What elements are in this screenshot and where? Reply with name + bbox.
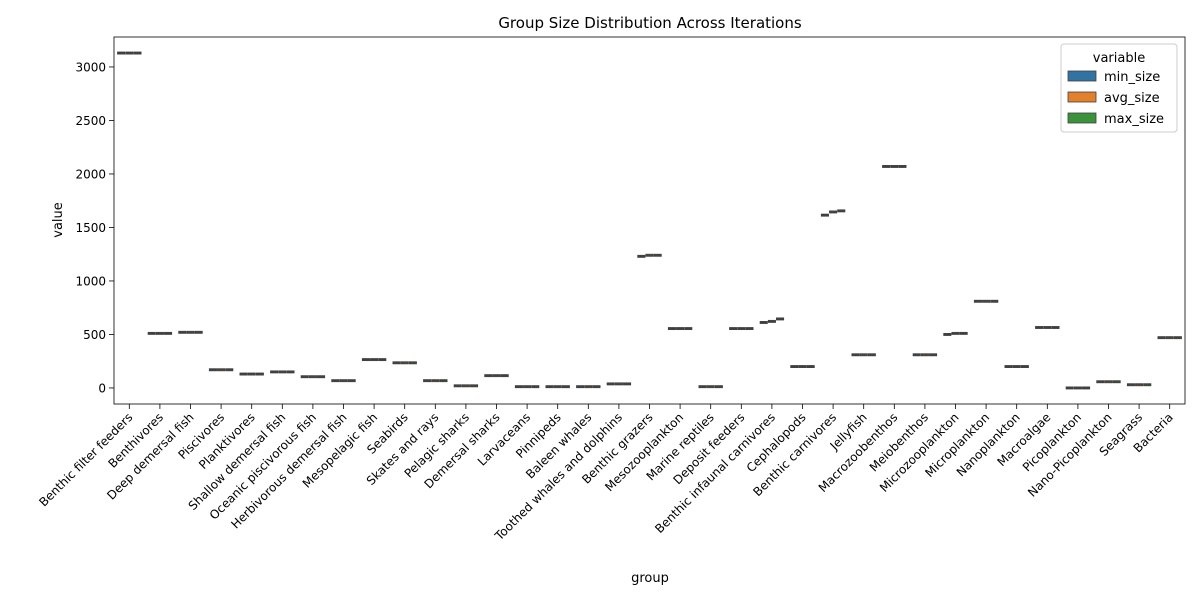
chart-marks xyxy=(117,51,1182,390)
legend-swatch-min_size xyxy=(1067,70,1097,82)
y-axis-label: value xyxy=(51,202,66,238)
y-axis: 0 500 1000 1500 2000 2500 3000 xyxy=(75,60,114,395)
legend-label: avg_size xyxy=(1104,91,1160,106)
y-tick-label: 1000 xyxy=(75,274,106,288)
y-tick-label: 2500 xyxy=(75,114,106,128)
y-tick-label: 3000 xyxy=(75,60,106,74)
legend-box xyxy=(1060,43,1178,133)
legend-swatch-max_size xyxy=(1067,112,1097,124)
plot-frame xyxy=(113,36,1186,405)
y-tick-label: 2000 xyxy=(75,167,106,181)
y-tick-label: 0 xyxy=(98,381,106,395)
x-axis-label: group xyxy=(631,571,669,586)
y-tick-label: 1500 xyxy=(75,221,106,235)
y-tick-label: 500 xyxy=(83,328,106,342)
legend-swatch-avg_size xyxy=(1067,91,1097,103)
chart-title: Group Size Distribution Across Iteration… xyxy=(498,14,802,32)
legend-label: min_size xyxy=(1104,70,1160,85)
legend-label: max_size xyxy=(1104,112,1164,127)
legend-title: variable xyxy=(1093,51,1145,66)
legend: variable min_size avg_size max_size xyxy=(1060,43,1178,133)
